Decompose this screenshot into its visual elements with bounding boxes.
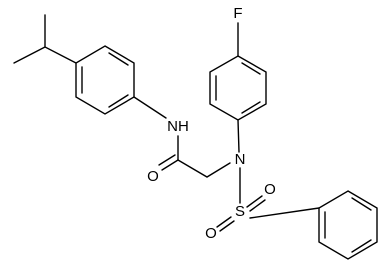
atom-label: N <box>235 151 246 168</box>
atom-label: F <box>233 5 242 22</box>
atom-label: NH <box>167 118 189 135</box>
atom-label: O <box>147 168 159 185</box>
atom-label: O <box>264 181 276 198</box>
bonds <box>13 14 378 260</box>
atom-label: O <box>205 225 217 242</box>
atom-label: S <box>235 203 245 220</box>
